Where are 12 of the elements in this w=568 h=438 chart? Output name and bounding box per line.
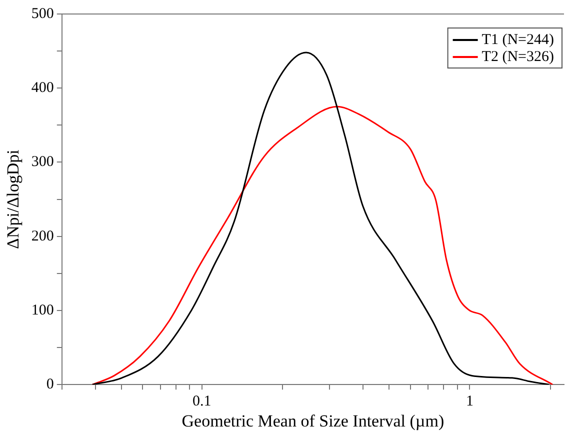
legend-label: T1 (N=244) [482, 32, 554, 48]
x-tick-label: 0.1 [192, 394, 212, 410]
y-tick-label: 0 [46, 376, 54, 393]
y-tick-label: 300 [31, 154, 54, 170]
x-tick-label: 1 [466, 394, 474, 410]
x-axis-title: Geometric Mean of Size Interval (µm) [182, 411, 444, 430]
legend-label: T2 (N=326) [482, 48, 554, 65]
y-tick-label: 200 [31, 228, 54, 244]
y-tick-label: 100 [31, 302, 54, 318]
y-tick-label: 400 [31, 80, 54, 96]
y-tick-label: 500 [31, 6, 54, 22]
y-axis-title: ΔNpi/ΔlogDpi [4, 149, 23, 249]
